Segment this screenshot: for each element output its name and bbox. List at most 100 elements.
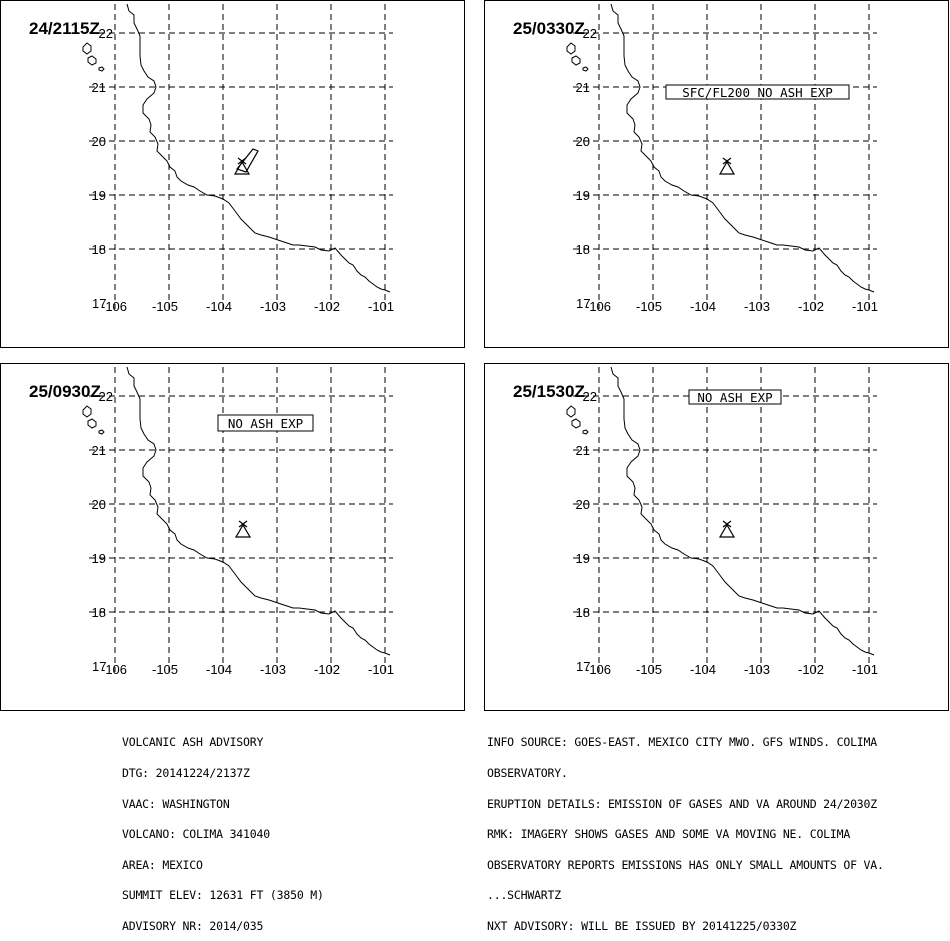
lat-label: 21 <box>576 443 590 458</box>
lat-label: 20 <box>576 497 590 512</box>
lon-label: -106 <box>585 662 611 677</box>
lat-label: 22 <box>99 389 113 404</box>
lat-label: 21 <box>92 80 106 95</box>
lat-label: 20 <box>576 134 590 149</box>
map-canvas: 22 21 20 19 18 17-106 -105 -104 -103 -102 -101 NO A… <box>82 366 394 677</box>
lon-label: -105 <box>152 662 178 677</box>
coastline <box>126 366 391 656</box>
lat-label: 17 <box>576 296 590 311</box>
lat-label: 19 <box>92 551 106 566</box>
lon-label: -106 <box>101 299 127 314</box>
lon-label: -101 <box>368 299 394 314</box>
lon-label: -101 <box>852 299 878 314</box>
advisory-line: VAAC: WASHINGTON <box>122 796 230 811</box>
island <box>571 418 581 429</box>
lon-label: -102 <box>798 299 824 314</box>
annotation-text: NO ASH EXP <box>228 416 303 431</box>
coastline <box>610 366 875 656</box>
lon-label: -106 <box>101 662 127 677</box>
lat-label: 18 <box>576 605 590 620</box>
lat-label: 21 <box>576 80 590 95</box>
panel-time-label: 25/0930Z <box>29 382 101 401</box>
lat-label: 22 <box>583 389 597 404</box>
map-panel-4: 22 21 20 19 18 17 -106 -105 -104 -103 -102 -101 NO A… <box>484 363 949 711</box>
island <box>98 429 105 435</box>
lat-label: 17 <box>92 296 106 311</box>
advisory-line: VOLCANIC ASH ADVISORY <box>122 735 264 750</box>
island <box>82 42 92 55</box>
advisory-line: NXT ADVISORY: WILL BE ISSUED BY 20141225… <box>487 919 797 934</box>
island <box>87 418 97 429</box>
map-canvas: 22 21 20 19 18 17-106 -105 -104 -103 -102 -101 NO A… <box>566 366 878 677</box>
island <box>566 405 576 418</box>
ash-plume-outline <box>235 148 259 173</box>
lat-label: 19 <box>92 188 106 203</box>
lon-label: -103 <box>744 662 770 677</box>
advisory-line: OBSERVATORY REPORTS EMISSIONS HAS ONLY S… <box>487 857 884 872</box>
advisory-line: SUMMIT ELEV: 12631 FT (3850 M) <box>122 888 324 903</box>
lat-label: 20 <box>92 497 106 512</box>
advisory-info-right: INFO SOURCE: GOES-EAST. MEXICO CITY MWO.… <box>487 717 884 941</box>
lon-label: -104 <box>690 299 716 314</box>
map-panel-3: 22 21 20 19 18 17 -106 -105 -104 -103 -102 -101 NO A… <box>0 363 465 711</box>
panel-time-label: 25/1530Z <box>513 382 585 401</box>
map-panel-2: 22 21 20 19 18 17 -106 -105 -104 -103 -102 -101 SFC/… <box>484 0 949 348</box>
advisory-info-left: VOLCANIC ASH ADVISORY DTG: 20141224/2137… <box>122 717 324 941</box>
island <box>571 55 581 66</box>
annotation-text: NO ASH EXP <box>697 390 772 405</box>
lon-label: -106 <box>585 299 611 314</box>
advisory-line: ADVISORY NR: 2014/035 <box>122 919 264 934</box>
lon-label: -105 <box>636 299 662 314</box>
advisory-line: OBSERVATORY. <box>487 766 568 781</box>
advisory-line: INFO SOURCE: GOES-EAST. MEXICO CITY MWO.… <box>487 735 877 750</box>
lon-label: -104 <box>206 299 232 314</box>
lon-label: -104 <box>206 662 232 677</box>
lat-label: 17 <box>576 659 590 674</box>
island <box>582 66 589 72</box>
lat-label: 22 <box>99 26 113 41</box>
advisory-line: RMK: IMAGERY SHOWS GASES AND SOME VA MOV… <box>487 827 851 842</box>
island <box>566 42 576 55</box>
lon-label: -103 <box>744 299 770 314</box>
lon-label: -102 <box>798 662 824 677</box>
coastline <box>126 3 391 293</box>
annotation-box <box>665 84 850 100</box>
annotation-box <box>688 389 782 405</box>
map-panel-1: 22 21 20 19 18 17 -106 -105 -104 -103 -102 -101 24/… <box>0 0 465 348</box>
lat-label: 22 <box>583 26 597 41</box>
island <box>82 405 92 418</box>
advisory-line: DTG: 20141224/2137Z <box>122 766 250 781</box>
advisory-line: AREA: MEXICO <box>122 857 203 872</box>
volcano-triangle-icon <box>234 523 252 538</box>
lon-label: -102 <box>314 299 340 314</box>
volcano-triangle-icon <box>718 523 736 538</box>
lon-label: -103 <box>260 299 286 314</box>
island <box>582 429 589 435</box>
volcano-vent-mark <box>722 157 732 165</box>
volcano-vent-mark <box>722 520 732 528</box>
volcano-triangle-icon <box>718 160 736 175</box>
lat-label: 18 <box>92 242 106 257</box>
lat-label: 21 <box>92 443 106 458</box>
panel-time-label: 25/0330Z <box>513 19 585 38</box>
map-canvas: 22 21 20 19 18 17-106 -105 -104 -103 -102 -101 SFC/… <box>566 3 878 314</box>
lon-label: -104 <box>690 662 716 677</box>
lon-label: -103 <box>260 662 286 677</box>
annotation-box <box>217 414 314 432</box>
lat-label: 19 <box>576 551 590 566</box>
annotation-text: SFC/FL200 NO ASH EXP <box>682 85 833 100</box>
lon-label: -101 <box>852 662 878 677</box>
lat-label: 18 <box>576 242 590 257</box>
advisory-line: VOLCANO: COLIMA 341040 <box>122 827 270 842</box>
map-canvas: 22 21 20 19 18 17-106 -105 -104 -103 -102 -101 <box>82 3 394 314</box>
lat-label: 17 <box>92 659 106 674</box>
lat-label: 19 <box>576 188 590 203</box>
lon-label: -101 <box>368 662 394 677</box>
island <box>87 55 97 66</box>
advisory-line: ERUPTION DETAILS: EMISSION OF GASES AND … <box>487 796 877 811</box>
volcano-vent-mark <box>238 520 248 528</box>
coastline <box>610 3 875 293</box>
panel-time-label: 24/2115Z <box>29 19 100 38</box>
lat-label: 20 <box>92 134 106 149</box>
lon-label: -105 <box>636 662 662 677</box>
